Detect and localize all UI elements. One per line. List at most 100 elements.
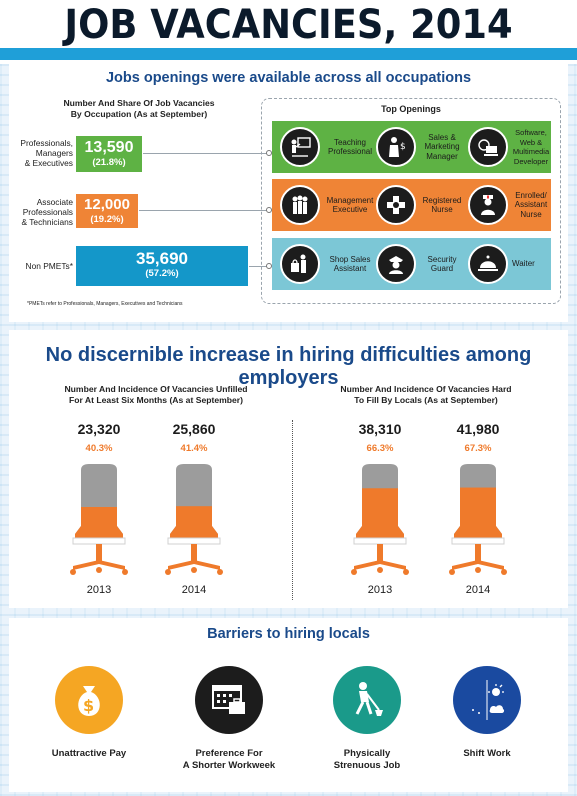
chair-wheel [217, 569, 223, 575]
occupation-chart-title-line: Number And Share Of Job Vacancies [63, 98, 215, 108]
chair-wheel [475, 567, 481, 573]
barrier-item: Physically Strenuous Job [307, 666, 427, 772]
chair-chart-mark [158, 462, 230, 584]
job-opening-label: Shop Sales Assistant [329, 254, 371, 274]
barrier-label-line: Physically [343, 748, 391, 759]
incidence-value: 67.3% [464, 443, 492, 454]
chart-title-line: For At Least Six Months (As at September… [69, 395, 243, 405]
barrier-label: Preference For A Shorter Workweek [169, 748, 289, 772]
chair-wheel [70, 569, 76, 575]
occupation-label: Associate Professionals & Technicians [11, 197, 73, 227]
chair-stem [475, 544, 481, 562]
chart-title: Number And Incidence Of Vacancies Unfill… [31, 384, 281, 406]
page-title: JOB VACANCIES, 2014 [64, 2, 513, 48]
chair-wheel [351, 569, 357, 575]
chair-wheel [403, 569, 409, 575]
title-ribbon [0, 48, 577, 60]
chair-seat [167, 537, 221, 545]
chair-wheel [191, 567, 197, 573]
occupation-label-line: & Technicians [21, 217, 73, 227]
year-label: 2013 [367, 584, 393, 596]
job-opening-label: Waiter [512, 259, 535, 269]
sales-manager-icon: $ [376, 127, 416, 167]
chair-incidence-fill [170, 506, 218, 542]
chair-chart-mark [63, 462, 135, 584]
hiring-difficulties-panel: No discernible increase in hiring diffic… [9, 330, 568, 608]
occupations-panel: Jobs openings were available across all … [9, 64, 568, 322]
chair-svg [165, 464, 223, 575]
chair-svg [70, 464, 128, 575]
chair-seat [353, 537, 407, 545]
construction-worker-icon [333, 666, 401, 734]
connector-dot [266, 263, 272, 269]
occupation-value-box: 13,590 (21.8%) [76, 136, 142, 172]
chair-legs [452, 560, 504, 570]
chair-incidence-fill [454, 487, 502, 542]
calendar-briefcase-icon [195, 666, 263, 734]
barrier-label: Physically Strenuous Job [307, 748, 427, 772]
barrier-label-line: Unattractive Pay [51, 748, 127, 759]
barrier-label: Shift Work [427, 748, 547, 760]
teacher-icon [280, 127, 320, 167]
chair-wheel [96, 567, 102, 573]
vacancy-value: 41,980 [456, 421, 500, 437]
chair-legs [73, 560, 125, 570]
barrier-label-line: Strenuous Job [333, 760, 401, 771]
vacancy-value: 23,320 [77, 421, 121, 437]
assistant-nurse-icon [468, 185, 508, 225]
chair-wheel [122, 569, 128, 575]
occupation-value-box: 12,000 (19.2%) [76, 194, 138, 228]
barrier-item: Shift Work [427, 666, 547, 760]
chair-wheel [165, 569, 171, 575]
nurse-cross-icon [376, 185, 416, 225]
day-night-icon [453, 666, 521, 734]
connector-line [249, 266, 269, 267]
chair-chart-mark [344, 462, 416, 584]
section-heading: Jobs openings were available across all … [105, 70, 472, 86]
chair-incidence-fill [75, 506, 123, 542]
chair-seat [72, 537, 126, 545]
job-opening-label: Security Guard [427, 254, 457, 274]
shop-assistant-icon [280, 244, 320, 284]
top-openings-title: Top Openings [381, 104, 441, 114]
chair-incidence-fill [356, 488, 404, 542]
occupation-label: Professionals, Managers & Executives [11, 138, 73, 168]
occupation-chart-title-line: By Occupation (As at September) [70, 109, 208, 119]
security-guard-icon [376, 244, 416, 284]
barrier-label-line: Shift Work [463, 748, 511, 759]
chair-legs [354, 560, 406, 570]
barrier-label-line: A Shorter Workweek [182, 760, 276, 771]
barrier-item: Preference For A Shorter Workweek [169, 666, 289, 772]
chart-title-line: To Fill By Locals (As at September) [354, 395, 498, 405]
svg-text:$: $ [83, 696, 94, 715]
occupation-value: 35,690 [136, 249, 188, 268]
occupation-label-line: & Executives [24, 158, 73, 168]
job-opening-label: Teaching Professional [327, 137, 373, 157]
occupation-share: (57.2%) [145, 268, 179, 279]
job-opening-label: Software, Web & Multimedia Developer [512, 128, 550, 166]
software-developer-icon [468, 127, 508, 167]
occupation-value: 13,590 [84, 139, 134, 156]
waiter-cloche-icon [468, 244, 508, 284]
chair-wheel [377, 567, 383, 573]
connector-line [139, 210, 269, 211]
chart-title-line: Number And Incidence Of Vacancies Hard [340, 384, 512, 394]
job-opening-label: Sales & Marketing Manager [424, 132, 460, 161]
chart-title-line: Number And Incidence Of Vacancies Unfill… [64, 384, 248, 394]
barriers-panel: Barriers to hiring locals $ Unattractive… [9, 618, 568, 792]
barrier-label-line: Preference For [195, 748, 263, 759]
occupation-value-box: 35,690 (57.2%) [76, 246, 248, 286]
incidence-value: 66.3% [366, 443, 394, 454]
top-openings-box: Top Openings Teaching Professional $ Sal… [261, 98, 561, 304]
chair-stem [377, 544, 383, 562]
occupation-label-line: Professionals, [20, 138, 73, 148]
occupation-share: (21.8%) [92, 157, 126, 168]
management-executive-icon [280, 185, 320, 225]
chart-title: Number And Incidence Of Vacancies Hard T… [301, 384, 551, 406]
chair-wheel [449, 569, 455, 575]
occupation-label: Non PMETs* [11, 261, 73, 271]
chair-chart-mark [442, 462, 514, 584]
chair-stem [96, 544, 102, 562]
section-heading: Barriers to hiring locals [207, 626, 370, 642]
top-openings-row: Teaching Professional $ Sales & Marketin… [272, 121, 551, 173]
